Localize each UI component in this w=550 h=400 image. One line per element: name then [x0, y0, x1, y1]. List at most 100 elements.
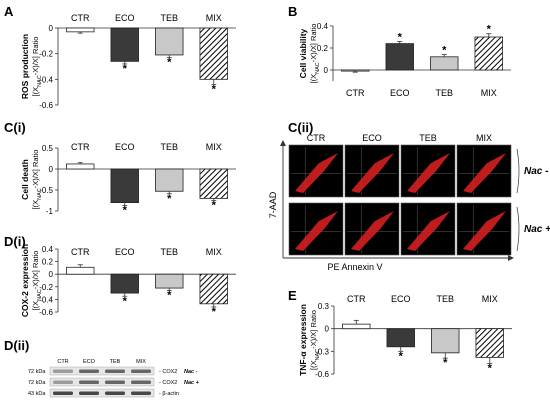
blot-condition-label: Nac -	[184, 369, 198, 375]
bar-teb	[431, 328, 460, 354]
significance-star: *	[167, 290, 172, 302]
bar-eco	[385, 43, 414, 71]
panel-letter-di: D(i)	[4, 234, 26, 249]
y-tick-label: -0.6	[315, 370, 329, 379]
western-blot: CTR ECO TEB MIX 72 kDa - COX2 Nac - 72 kDa - COX…	[28, 359, 200, 398]
panel-letter-a: A	[4, 4, 14, 19]
bar-ctr	[342, 323, 371, 330]
significance-star: *	[488, 362, 493, 374]
flow-row-label: Nac +	[524, 224, 550, 235]
category-label-teb: TEB	[160, 13, 178, 23]
significance-star: *	[123, 295, 128, 307]
category-label-ctr: CTR	[346, 88, 365, 98]
bar-eco	[110, 273, 139, 294]
category-label-mix: MIX	[206, 142, 222, 152]
blot-band	[131, 369, 151, 373]
y-tick-label: 0	[49, 165, 54, 174]
y-tick-label: -0.2	[39, 50, 53, 59]
y-tick-label: 0.4	[42, 245, 54, 254]
bar-chart-viability: 0.4 0.2 0 CTR * ECO * TEB * MIX Cell viability[(XN…	[298, 22, 511, 98]
y-axis-title: Cell viability	[298, 28, 308, 78]
bar-mix	[199, 168, 228, 199]
significance-star: *	[443, 357, 448, 369]
y-tick-label: -0.3	[315, 347, 329, 356]
blot-band	[53, 391, 73, 395]
flow-cytometry-grid: CTR ECO TEB MIX Nac - Nac + 7-AAD PE Annexin V	[268, 133, 550, 272]
category-label-eco: ECO	[115, 13, 135, 23]
blot-band	[105, 391, 125, 395]
y-tick-label: -1	[46, 207, 54, 216]
flow-event-cloud	[463, 153, 506, 193]
y-axis-ratio-label: [(XNAC-X)/X] Ratio	[31, 37, 43, 97]
blot-strip	[49, 366, 155, 376]
significance-star: *	[167, 57, 172, 69]
flow-event-cloud	[407, 153, 450, 193]
bar-mix	[475, 328, 504, 358]
blot-band	[79, 369, 99, 373]
y-tick-label: -0.4	[39, 75, 53, 84]
category-label-teb: TEB	[435, 88, 453, 98]
blot-band	[53, 380, 73, 384]
y-axis-ratio-label: [(XNAC-X)/X] Ratio	[31, 251, 43, 311]
category-label-ctr: CTR	[347, 294, 366, 304]
flow-event-cloud	[295, 211, 338, 251]
y-tick-label: 0.4	[317, 22, 329, 31]
blot-kda-label: 72 kDa	[28, 369, 46, 375]
y-tick-label: 0.3	[318, 302, 330, 311]
y-tick-label: 0	[49, 24, 54, 33]
y-axis-ratio-label: [(XNAC-X)/X] Ratio	[309, 24, 321, 84]
category-label-eco: ECO	[115, 142, 135, 152]
y-tick-label: 0	[49, 270, 54, 279]
flow-x-label: PE Annexin V	[327, 262, 382, 272]
bar-ctr	[66, 266, 95, 275]
y-tick-label: -0.5	[39, 186, 53, 195]
y-tick-label: 0.2	[317, 44, 329, 53]
blot-band	[105, 369, 125, 373]
y-axis-ratio-label: [(XNAC-X)/X] Ratio	[309, 310, 321, 370]
y-tick-label: -0.6	[39, 101, 53, 110]
significance-star: *	[442, 45, 447, 57]
category-label-mix: MIX	[206, 13, 222, 23]
row-bracket	[516, 206, 520, 252]
flow-column-label-ctr: CTR	[307, 133, 326, 143]
category-label-teb: TEB	[160, 247, 178, 257]
blot-band-label: - COX2	[159, 380, 177, 386]
bar-mix	[199, 27, 228, 80]
blot-band	[79, 380, 99, 384]
bar-teb	[155, 273, 184, 289]
significance-star: *	[212, 306, 217, 318]
panel-letter-e: E	[288, 288, 297, 303]
bar-chart-ros: 0 -0.2 -0.4 -0.6 CTR * ECO * TEB * MIX ROS producti…	[20, 13, 236, 110]
category-label-eco: ECO	[391, 294, 411, 304]
row-bracket	[516, 148, 520, 194]
y-axis-title: ROS production	[20, 34, 30, 99]
y-tick-label: 0	[324, 66, 329, 75]
blot-lane-label-mix: MIX	[136, 359, 146, 365]
blot-lane-label-teb: TEB	[110, 359, 121, 365]
blot-band-label: - β-actin	[159, 391, 179, 397]
y-axis-title: TNF-α expression	[298, 304, 308, 376]
category-label-ctr: CTR	[71, 247, 90, 257]
significance-star: *	[399, 350, 404, 362]
y-axis-ratio-label: [(XNAC-X)/X] Ratio	[31, 150, 43, 210]
category-label-mix: MIX	[206, 247, 222, 257]
flow-event-cloud	[407, 211, 450, 251]
flow-event-cloud	[295, 153, 338, 193]
category-label-mix: MIX	[482, 294, 498, 304]
bar-eco	[110, 27, 139, 62]
flow-column-label-teb: TEB	[419, 133, 437, 143]
category-label-eco: ECO	[390, 88, 410, 98]
bar-teb	[430, 56, 459, 71]
bar-ctr	[341, 69, 370, 72]
blot-band	[53, 369, 73, 373]
arrow-head	[508, 255, 514, 261]
bar-ctr	[66, 27, 95, 33]
flow-y-label: 7-AAD	[268, 191, 278, 218]
significance-star: *	[167, 193, 172, 205]
bar-ctr	[66, 163, 95, 170]
y-tick-label: 0.2	[42, 258, 54, 267]
significance-star: *	[212, 83, 217, 95]
blot-condition-label: Nac +	[184, 380, 200, 386]
bar-teb	[155, 168, 184, 192]
